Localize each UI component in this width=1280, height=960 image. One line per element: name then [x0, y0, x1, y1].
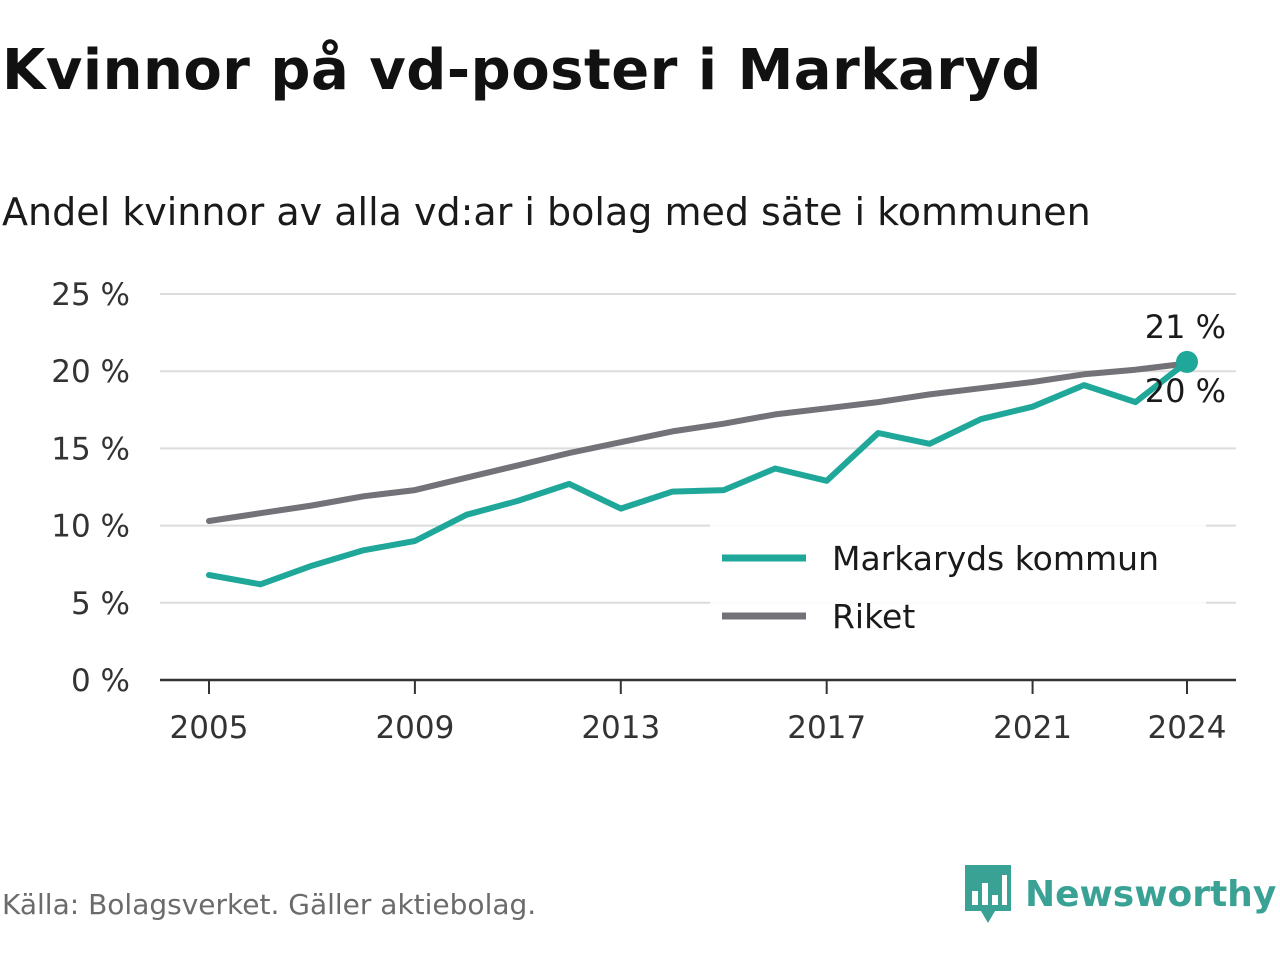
- x-tick-label: 2013: [581, 710, 660, 746]
- end-label-markaryd: 21 %: [1145, 308, 1226, 346]
- x-tick-label: 2021: [993, 710, 1072, 746]
- brand-logo: Newsworthy: [963, 862, 1276, 926]
- source-note: Källa: Bolagsverket. Gäller aktiebolag.: [2, 888, 537, 921]
- x-tick-label: 2024: [1148, 710, 1227, 746]
- end-label-riket: 20 %: [1145, 372, 1226, 410]
- x-tick-label: 2009: [375, 710, 454, 746]
- end-point-markaryd: [1176, 350, 1198, 373]
- legend-label: Riket: [832, 597, 915, 636]
- y-tick-label: 0 %: [71, 663, 130, 699]
- chart-title: Kvinnor på vd-poster i Markaryd: [2, 38, 1042, 103]
- y-tick-label: 25 %: [51, 277, 130, 313]
- y-tick-label: 20 %: [51, 354, 130, 390]
- series-line-markaryd: [206, 358, 1190, 588]
- y-tick-label: 10 %: [51, 509, 130, 545]
- x-tick-label: 2017: [787, 710, 866, 746]
- y-tick-label: 15 %: [51, 431, 130, 467]
- legend-box: [710, 524, 1206, 652]
- y-tick-label: 5 %: [71, 586, 130, 622]
- legend-label: Markaryds kommun: [832, 539, 1159, 578]
- series-line-riket: [206, 360, 1190, 524]
- chart-subtitle: Andel kvinnor av alla vd:ar i bolag med …: [2, 190, 1091, 234]
- brand-name: Newsworthy: [1025, 873, 1277, 915]
- x-tick-label: 2005: [170, 710, 249, 746]
- newsworthy-chart-logo-icon: [965, 865, 1011, 923]
